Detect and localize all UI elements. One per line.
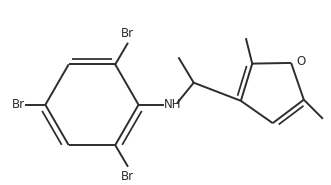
Text: O: O [296, 55, 305, 68]
Text: Br: Br [121, 170, 134, 183]
Text: NH: NH [164, 98, 182, 111]
Text: Br: Br [11, 98, 24, 111]
Text: Br: Br [121, 27, 134, 40]
